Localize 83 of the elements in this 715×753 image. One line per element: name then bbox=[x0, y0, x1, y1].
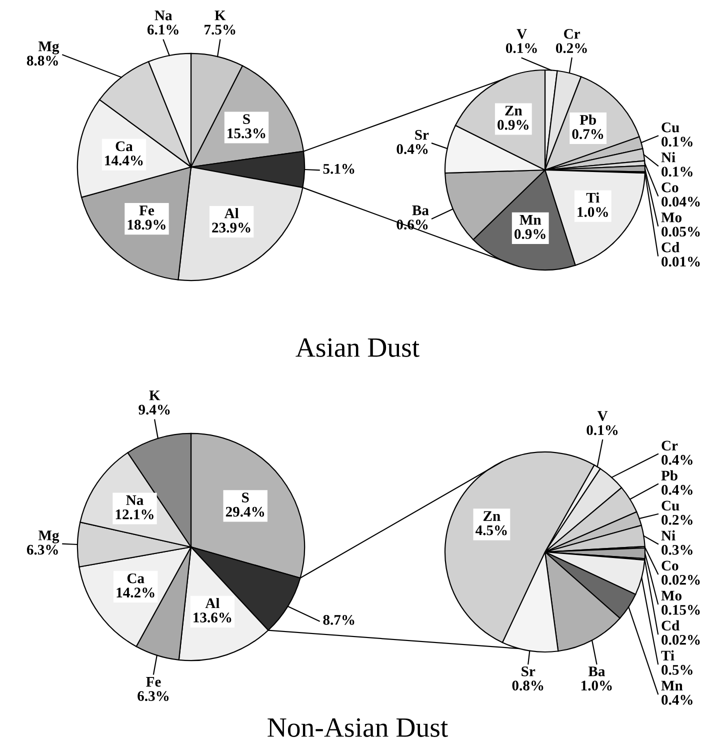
slice-label: Zn bbox=[483, 511, 500, 521]
data-label: 15.3% bbox=[228, 128, 266, 138]
slice-label: Al bbox=[205, 598, 220, 608]
data-label: 4.5% bbox=[476, 525, 507, 536]
slice-label: Sr bbox=[415, 130, 429, 140]
data-label: 12.1% bbox=[116, 509, 154, 520]
data-label: 29.4% bbox=[226, 506, 264, 517]
data-label: 0.1% bbox=[662, 166, 692, 177]
data-label: 13.6% bbox=[194, 612, 232, 623]
data-label: 0.15% bbox=[662, 604, 700, 615]
slice-label: Zn bbox=[505, 106, 522, 116]
data-label: 14.2% bbox=[116, 588, 154, 598]
slice-label: Ca bbox=[116, 141, 133, 152]
data-label: 8.7% bbox=[323, 614, 354, 625]
data-label: 23.9% bbox=[212, 222, 250, 233]
data-label: 0.4% bbox=[662, 694, 692, 705]
slice-label: Pb bbox=[661, 470, 678, 481]
data-label: 0.02% bbox=[662, 634, 700, 645]
data-label: 1.0% bbox=[581, 680, 612, 691]
data-label: 6.3% bbox=[138, 691, 169, 702]
slice-label: S bbox=[243, 114, 250, 124]
data-label: 18.9% bbox=[128, 220, 166, 230]
slice-label: Mg bbox=[38, 42, 60, 54]
text: Non-Asian Dust bbox=[268, 718, 448, 737]
data-label: 0.4% bbox=[396, 144, 428, 154]
slice-label: Cu bbox=[662, 122, 680, 132]
data-label: 9.4% bbox=[138, 404, 170, 415]
slice-label: K bbox=[214, 10, 226, 20]
data-label: 6.3% bbox=[26, 544, 58, 555]
slice-label: Co bbox=[662, 182, 678, 192]
data-label: 0.7% bbox=[572, 129, 604, 140]
slice-label: K bbox=[149, 390, 160, 400]
data-label: 0.01% bbox=[662, 256, 700, 267]
text: Asian Dust bbox=[296, 338, 420, 357]
slice-label: Ba bbox=[412, 206, 429, 216]
slice-label: Cu bbox=[662, 500, 680, 511]
data-label: 0.9% bbox=[498, 120, 528, 130]
slice-label: S bbox=[242, 492, 249, 502]
slice-label: Mo bbox=[661, 590, 682, 601]
data-label: 0.4% bbox=[662, 484, 692, 495]
data-label: 0.2% bbox=[662, 514, 692, 525]
slice-label: Ti bbox=[586, 192, 600, 203]
data-label: 0.4% bbox=[662, 454, 692, 465]
slice-label: Cr bbox=[564, 29, 580, 39]
slice-label: Pb bbox=[580, 114, 596, 125]
slice-label: Cd bbox=[662, 242, 680, 252]
data-label: 0.3% bbox=[662, 544, 692, 555]
data-label: 7.5% bbox=[204, 24, 236, 35]
slice-label: Ti bbox=[661, 650, 674, 660]
slice-label: Mo bbox=[661, 212, 682, 222]
slice-label: Ba bbox=[588, 666, 605, 676]
data-label: 0.1% bbox=[586, 425, 618, 436]
slice-label: Ca bbox=[127, 573, 144, 584]
slice-label: Co bbox=[662, 560, 678, 571]
data-label: 0.1% bbox=[662, 136, 692, 147]
slice-label: Cr bbox=[662, 440, 678, 451]
slice-label: Na bbox=[154, 10, 172, 20]
data-label: 14.4% bbox=[105, 156, 143, 166]
data-label: 8.8% bbox=[26, 56, 58, 66]
slice-label: Al bbox=[224, 208, 239, 218]
data-label: 0.02% bbox=[662, 574, 700, 585]
slice-label: Mn bbox=[661, 680, 683, 690]
data-label: 6.1% bbox=[147, 24, 178, 35]
data-label: 0.5% bbox=[662, 664, 692, 675]
data-label: 0.8% bbox=[512, 680, 544, 691]
data-label: 0.1% bbox=[506, 43, 537, 54]
slice-label: Sr bbox=[522, 666, 536, 676]
slice-label: Ni bbox=[661, 530, 676, 540]
slice-label: Ni bbox=[661, 152, 676, 162]
data-label: 0.9% bbox=[514, 229, 546, 240]
data-label: 1.0% bbox=[578, 207, 608, 217]
slice-label: V bbox=[516, 29, 527, 39]
data-label: 5.1% bbox=[323, 164, 354, 174]
slice-label: Na bbox=[126, 495, 144, 506]
slice-label: Fe bbox=[139, 206, 154, 216]
slice-label: Mg bbox=[38, 530, 60, 544]
slice-label: Fe bbox=[146, 677, 161, 687]
slice-label: Cd bbox=[662, 620, 680, 631]
data-label: 0.04% bbox=[662, 196, 700, 207]
data-label: 0.05% bbox=[662, 226, 700, 237]
slice-label: Mn bbox=[520, 215, 542, 225]
data-label: 0.2% bbox=[556, 43, 587, 54]
slice-label: V bbox=[597, 411, 608, 421]
